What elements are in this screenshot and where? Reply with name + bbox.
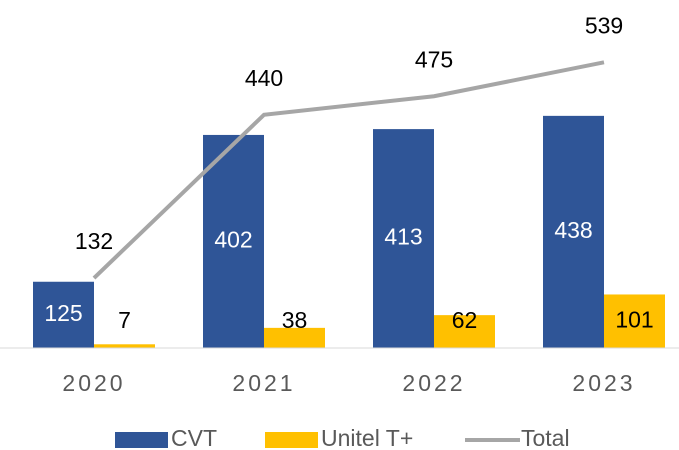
- legend-swatch: [265, 432, 318, 448]
- legend-swatch: [115, 432, 168, 448]
- x-tick-label: 2021: [232, 370, 295, 396]
- value-label: 413: [384, 224, 422, 250]
- legend-label: CVT: [171, 425, 217, 450]
- value-label: 62: [452, 307, 478, 333]
- x-tick-label: 2022: [402, 370, 465, 396]
- x-tick-label: 2023: [572, 370, 635, 396]
- bar: [604, 294, 665, 348]
- legend-label: Unitel T+: [321, 425, 413, 450]
- value-label: 475: [415, 46, 453, 72]
- value-label: 38: [282, 307, 308, 333]
- value-label: 440: [245, 65, 283, 91]
- value-label: 438: [554, 217, 592, 243]
- bar: [434, 315, 495, 348]
- bar: [264, 327, 325, 348]
- value-label: 101: [615, 306, 653, 332]
- value-label: 539: [585, 12, 623, 38]
- legend-label: Total: [521, 425, 570, 450]
- value-label: 402: [214, 227, 252, 253]
- x-tick-label: 2020: [62, 370, 125, 396]
- value-label: 132: [75, 228, 113, 254]
- bar: [373, 129, 434, 348]
- total-line: [92, 60, 605, 280]
- bar: [94, 344, 155, 348]
- value-label: 7: [118, 307, 131, 333]
- bar: [33, 281, 94, 348]
- value-label: 125: [44, 300, 82, 326]
- bar: [543, 115, 604, 348]
- bar: [203, 134, 264, 348]
